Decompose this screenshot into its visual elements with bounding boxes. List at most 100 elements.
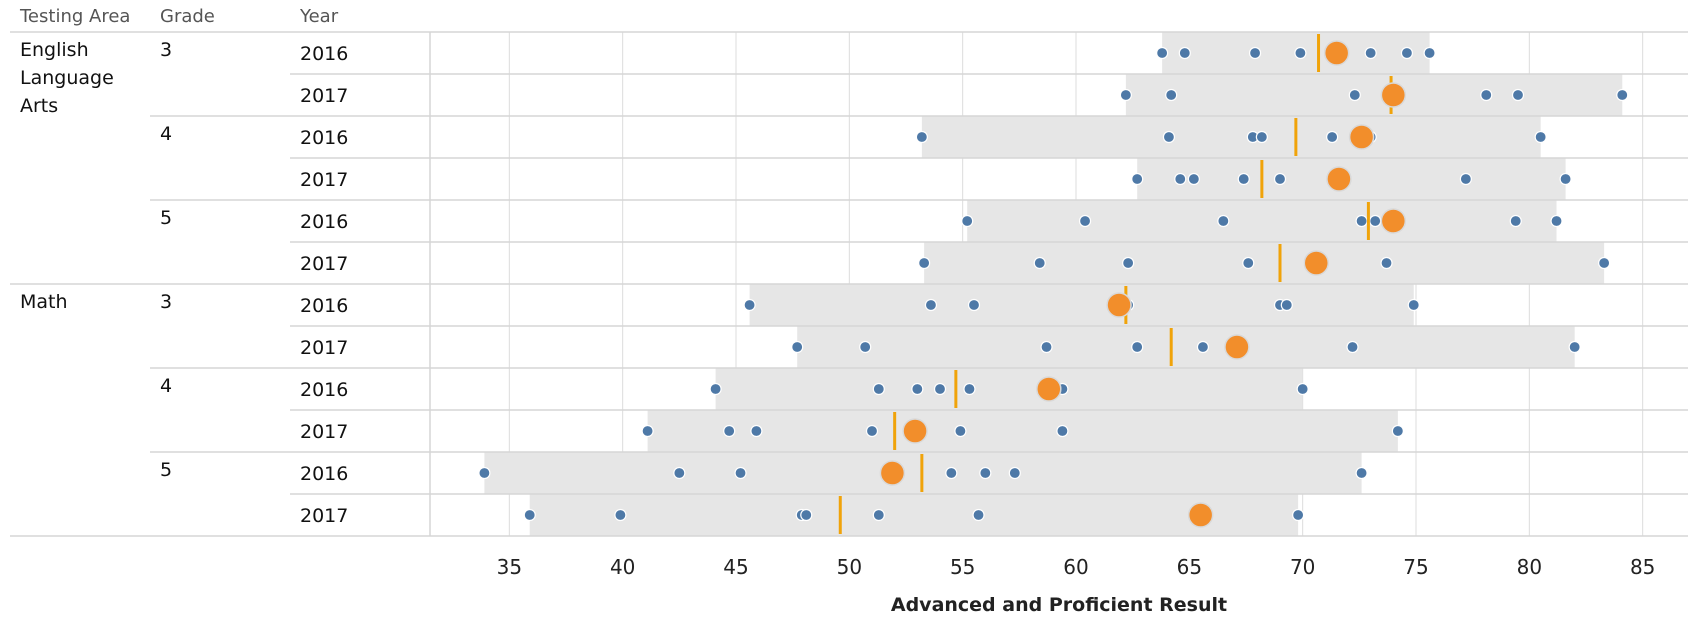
data-point bbox=[915, 130, 928, 144]
highlight-point bbox=[1187, 502, 1214, 528]
range-band bbox=[529, 494, 1299, 536]
grade-label: 5 bbox=[160, 459, 173, 481]
data-point bbox=[1598, 256, 1611, 270]
data-point bbox=[1178, 46, 1191, 60]
grade-label: 4 bbox=[160, 123, 173, 145]
data-point bbox=[734, 466, 747, 480]
data-point bbox=[1056, 424, 1069, 438]
data-point bbox=[1296, 382, 1309, 396]
data-point bbox=[1407, 298, 1420, 312]
data-point bbox=[1122, 256, 1135, 270]
highlight-point bbox=[1106, 292, 1132, 318]
data-point bbox=[1369, 214, 1382, 228]
x-tick-label: 40 bbox=[610, 555, 635, 579]
data-point bbox=[1480, 88, 1493, 102]
data-point bbox=[1280, 298, 1293, 312]
year-label: 2017 bbox=[300, 169, 349, 191]
data-point bbox=[945, 466, 958, 480]
data-point bbox=[1355, 214, 1368, 228]
data-point bbox=[1119, 88, 1132, 102]
data-point bbox=[1174, 172, 1187, 186]
data-point bbox=[1346, 340, 1359, 354]
year-label: 2017 bbox=[300, 421, 349, 443]
data-point bbox=[1400, 46, 1414, 60]
data-point bbox=[1292, 508, 1305, 522]
data-point bbox=[1550, 214, 1563, 228]
year-label: 2017 bbox=[300, 505, 349, 527]
x-axis-title: Advanced and Proficient Result bbox=[890, 594, 1228, 616]
data-point bbox=[1040, 340, 1053, 354]
data-point bbox=[1078, 214, 1092, 228]
data-point bbox=[1033, 256, 1046, 270]
data-point bbox=[1187, 172, 1200, 186]
data-point bbox=[750, 424, 763, 438]
year-label: 2016 bbox=[300, 43, 349, 65]
data-point bbox=[1423, 46, 1436, 60]
highlight-point bbox=[879, 460, 906, 486]
range-band bbox=[1125, 74, 1623, 116]
header-testing-area: Testing Area bbox=[20, 6, 131, 27]
data-point bbox=[872, 382, 885, 396]
data-point bbox=[979, 466, 992, 480]
range-band bbox=[749, 284, 1414, 326]
x-tick-label: 75 bbox=[1403, 555, 1428, 579]
year-label: 2017 bbox=[300, 85, 349, 107]
data-point bbox=[1459, 172, 1472, 186]
data-point bbox=[933, 382, 947, 396]
data-point bbox=[1008, 466, 1021, 480]
year-label: 2016 bbox=[300, 379, 349, 401]
highlight-point bbox=[1224, 334, 1250, 360]
highlight-point bbox=[1303, 250, 1330, 276]
range-band bbox=[967, 200, 1557, 242]
range-band bbox=[924, 242, 1605, 284]
data-point bbox=[1380, 256, 1393, 270]
testing-area-label: Math bbox=[20, 291, 68, 313]
data-point bbox=[963, 382, 976, 396]
data-point bbox=[641, 424, 654, 438]
data-point bbox=[1568, 340, 1581, 354]
testing-area-label: Language bbox=[20, 67, 114, 89]
data-point bbox=[954, 424, 967, 438]
x-tick-label: 80 bbox=[1517, 555, 1542, 579]
data-point bbox=[723, 424, 736, 438]
data-point bbox=[1273, 172, 1287, 186]
data-point bbox=[924, 298, 938, 312]
data-point bbox=[972, 508, 985, 522]
data-point bbox=[1355, 466, 1368, 480]
data-point bbox=[1165, 88, 1178, 102]
data-point bbox=[478, 466, 491, 480]
highlight-point bbox=[1380, 82, 1407, 108]
data-point bbox=[1326, 130, 1339, 144]
data-point bbox=[961, 214, 974, 228]
x-tick-label: 65 bbox=[1177, 555, 1202, 579]
data-point bbox=[1509, 214, 1522, 228]
range-band bbox=[647, 410, 1398, 452]
x-tick-label: 55 bbox=[950, 555, 975, 579]
data-point bbox=[791, 340, 804, 354]
range-band bbox=[797, 326, 1575, 368]
x-tick-label: 85 bbox=[1630, 555, 1655, 579]
data-point bbox=[1255, 130, 1268, 144]
highlight-point bbox=[902, 418, 928, 444]
data-point bbox=[918, 256, 931, 270]
data-point bbox=[872, 508, 885, 522]
grade-label: 5 bbox=[160, 207, 173, 229]
data-point bbox=[1348, 88, 1361, 102]
dot-plot-chart: 35 40 45 50 55 60 65 70 75 80 85 bbox=[10, 31, 1688, 579]
data-point bbox=[1248, 46, 1262, 60]
data-point bbox=[1534, 130, 1547, 144]
testing-area-label: English bbox=[20, 39, 89, 61]
data-point bbox=[673, 466, 686, 480]
year-label: 2016 bbox=[300, 463, 349, 485]
data-point bbox=[1364, 46, 1377, 60]
highlight-point bbox=[1326, 166, 1352, 192]
data-point bbox=[1217, 214, 1230, 228]
x-tick-label: 60 bbox=[1063, 555, 1088, 579]
header-grade: Grade bbox=[160, 6, 215, 27]
data-point bbox=[967, 298, 981, 312]
data-point bbox=[1391, 424, 1404, 438]
data-point bbox=[1559, 172, 1572, 186]
data-point bbox=[743, 298, 756, 312]
data-point bbox=[1237, 172, 1250, 186]
highlight-point bbox=[1380, 208, 1407, 234]
